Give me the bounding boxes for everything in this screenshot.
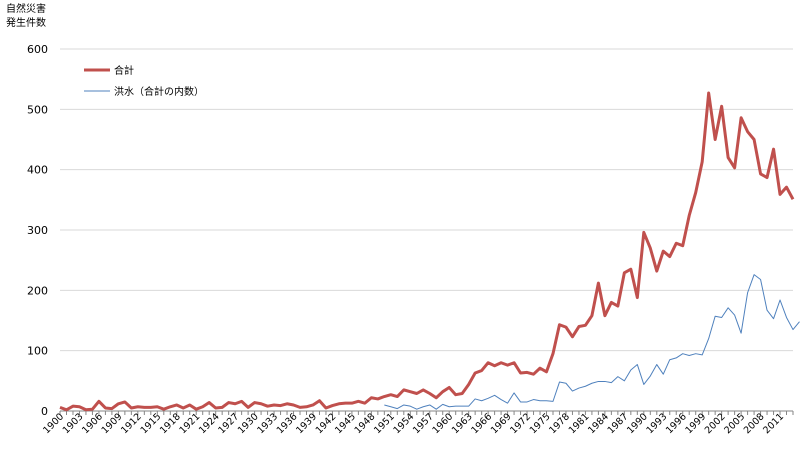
- y-tick-label: 200: [27, 284, 48, 297]
- x-tick-labels: 1900190319061909191219151918192119241927…: [41, 411, 794, 436]
- x-tick-label: 1930: [236, 411, 261, 436]
- x-tick-label: 1933: [255, 411, 280, 436]
- x-tick-label: 1954: [392, 411, 417, 436]
- series-lines: [59, 91, 800, 412]
- x-tick-label: 1996: [664, 411, 689, 436]
- x-tick-label: 2011: [761, 411, 786, 436]
- x-tick-label: 1906: [80, 411, 105, 436]
- x-tick-label: 1927: [216, 411, 241, 436]
- y-axis-label-line-2: 発生件数: [6, 18, 46, 29]
- x-tick-label: 1975: [528, 411, 553, 436]
- y-tick-label: 100: [27, 345, 48, 358]
- x-tick-label: 2008: [742, 411, 767, 436]
- x-tick-label: 1921: [177, 411, 202, 436]
- legend-label: 洪水（合計の内数）: [114, 85, 204, 98]
- x-tick-label: 1969: [489, 411, 514, 436]
- x-tick-label: 1951: [372, 411, 397, 436]
- x-tick-label: 1948: [353, 411, 378, 436]
- gridlines: [60, 48, 793, 412]
- series-line-1: [59, 91, 795, 412]
- x-tick-label: 1981: [567, 411, 592, 436]
- y-tick-label: 600: [27, 43, 48, 56]
- x-tick-label: 1909: [100, 411, 125, 436]
- x-tick-label: 1963: [450, 411, 475, 436]
- y-axis-label: 自然災害 発生件数: [6, 3, 46, 31]
- x-tick-label: 1978: [547, 411, 572, 436]
- x-tick-label: 1924: [197, 411, 222, 436]
- x-tick-label: 1915: [139, 411, 164, 436]
- x-tick-label: 1945: [333, 411, 358, 436]
- x-tick-label: 1918: [158, 411, 183, 436]
- x-tick-label: 1993: [645, 411, 670, 436]
- x-tick-label: 2002: [703, 411, 728, 436]
- x-tick-label: 1972: [508, 411, 533, 436]
- x-tick-label: 1960: [430, 411, 455, 436]
- x-tick-label: 1903: [61, 411, 86, 436]
- x-tick-label: 1984: [586, 411, 611, 436]
- legend-label: 合計: [114, 64, 134, 77]
- y-axis-label-line-1: 自然災害: [6, 4, 46, 15]
- x-tick-label: 1987: [606, 411, 631, 436]
- y-tick-label: 0: [41, 405, 48, 418]
- x-tick-label: 2005: [722, 411, 747, 436]
- x-tick-label: 1912: [119, 411, 144, 436]
- x-tick-label: 1936: [275, 411, 300, 436]
- y-tick-label: 400: [27, 164, 48, 177]
- x-tick-label: 1990: [625, 411, 650, 436]
- x-tick-label: 1939: [294, 411, 319, 436]
- y-tick-label: 300: [27, 224, 48, 237]
- x-tick-label: 1942: [314, 411, 339, 436]
- y-tick-label: 500: [27, 103, 48, 116]
- x-tick-label: 1966: [469, 411, 494, 436]
- series-line-2: [384, 274, 800, 410]
- y-tick-labels: 0 100 200 300 400 500 600: [27, 43, 48, 418]
- x-tick-label: 1957: [411, 411, 436, 436]
- x-tick-label: 1999: [683, 411, 708, 436]
